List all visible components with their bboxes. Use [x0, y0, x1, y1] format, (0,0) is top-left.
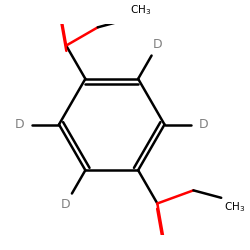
Text: D: D — [61, 198, 70, 211]
Text: D: D — [199, 118, 209, 131]
Text: CH$_3$: CH$_3$ — [224, 200, 245, 213]
Text: D: D — [15, 118, 24, 131]
Text: D: D — [153, 38, 162, 51]
Text: CH$_3$: CH$_3$ — [130, 3, 152, 16]
